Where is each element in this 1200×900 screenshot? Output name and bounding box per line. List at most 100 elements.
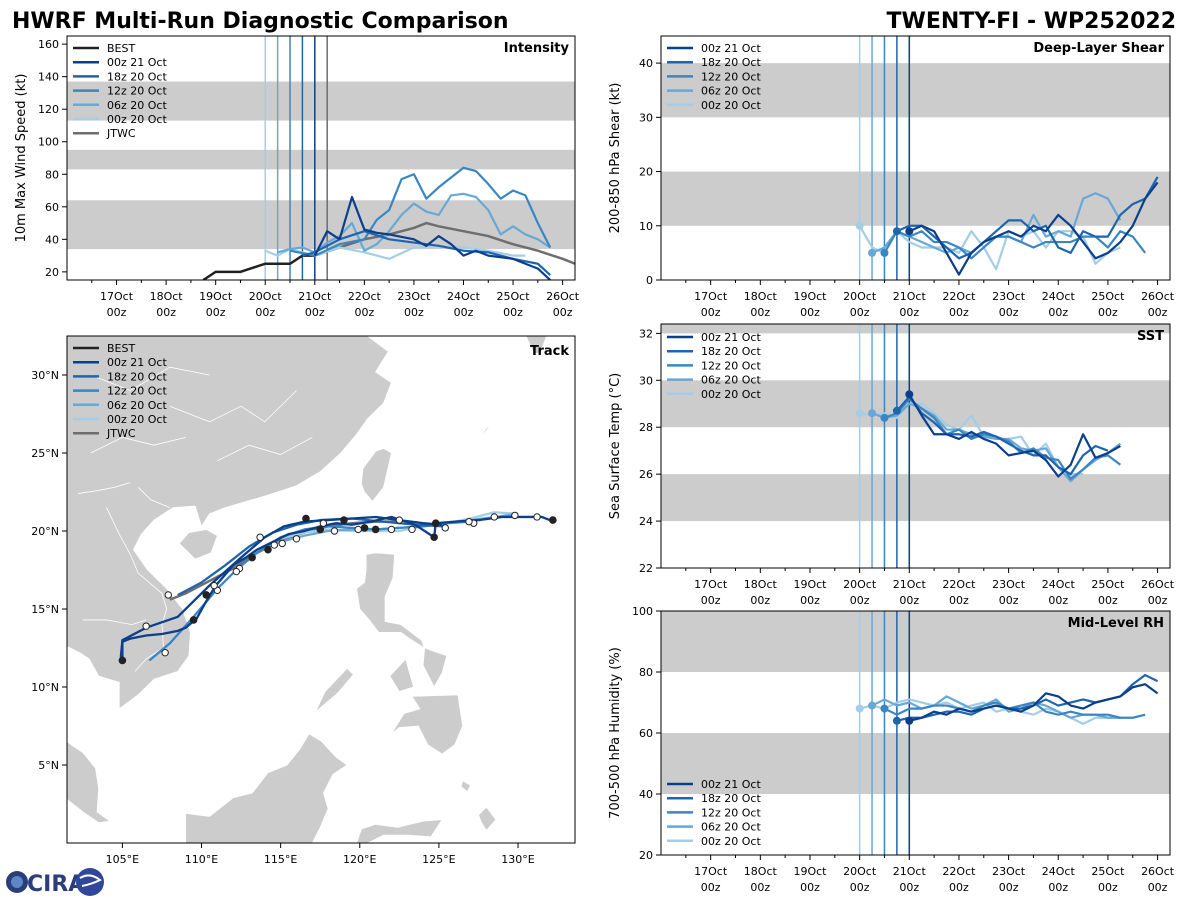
x-tick-label-hour: 00z [305, 306, 325, 319]
best-track-dot [264, 545, 272, 554]
band-2 [67, 81, 575, 121]
x-tick-label-day: 24Oct [447, 290, 481, 303]
cira-logo-globe-right [76, 868, 104, 896]
storm-id: TWENTY-FI - WP252022 [887, 9, 1176, 34]
x-tick-label-day: 20Oct [843, 865, 877, 878]
series-start-00z-21-oct [905, 716, 914, 725]
best-track-dot [430, 533, 438, 542]
x-tick-label-day: 18Oct [744, 865, 778, 878]
legend-label: 06z 20 Oct [701, 374, 761, 387]
y-tick-label: 20 [45, 266, 59, 279]
border-2 [106, 507, 168, 672]
series-start-06z-20-oct [868, 248, 877, 257]
legend-label: 00z 20 Oct [107, 413, 167, 426]
series-line-00z-21-oct [909, 683, 1159, 722]
cira-logo-globe-inner [11, 876, 23, 888]
y-tick-label: 30 [639, 111, 653, 124]
x-tick-label-hour: 00z [850, 306, 870, 319]
x-tick-label-hour: 00z [1098, 594, 1118, 607]
lat-tick-label: 10°N [31, 681, 59, 694]
x-tick-label-day: 17Oct [694, 578, 728, 591]
y-tick-label: 32 [639, 327, 653, 340]
panel-title: Mid-Level RH [1068, 616, 1164, 631]
land-5 [356, 552, 426, 649]
best-track-dot [189, 616, 198, 624]
x-tick-label-day: 20Oct [249, 290, 283, 303]
x-tick-label-day: 19Oct [199, 290, 233, 303]
best-track-dot [549, 516, 557, 524]
forecast-point [533, 513, 541, 521]
panel-title: Deep-Layer Shear [1033, 41, 1164, 56]
legend-label: 12z 20 Oct [701, 70, 761, 83]
track-18z-20-oct [177, 517, 444, 596]
x-tick-label-day: 23Oct [397, 290, 431, 303]
track-panel: 105°E 110°E 115°E 120°E 125°E 130°E 5°N 10°N 15°… [31, 335, 576, 866]
lon-tick-label: 125°E [422, 853, 455, 866]
rh-panel: 20 40 60 80 100 17Oct 00z 18Oct 00z 19Oct 00z 20Oct… [608, 605, 1175, 894]
series-start-00z-20-oct [855, 704, 864, 713]
best-line [202, 254, 315, 280]
land-10 [356, 819, 443, 843]
x-tick-label-day: 21Oct [893, 865, 927, 878]
forecast-point [142, 622, 150, 630]
land-0 [67, 336, 392, 710]
x-tick-label-hour: 00z [503, 306, 523, 319]
land-1 [67, 741, 111, 824]
x-tick-label-day: 22Oct [942, 578, 976, 591]
x-tick-label-day: 20Oct [843, 578, 877, 591]
x-tick-label-hour: 00z [949, 881, 969, 894]
y-tick-label: 40 [639, 788, 653, 801]
x-tick-label-day: 24Oct [1042, 290, 1076, 303]
legend-label: 00z 21 Oct [701, 331, 761, 344]
band-0 [661, 474, 1170, 522]
x-tick-label-hour: 00z [899, 306, 919, 319]
series-start-00z-20-oct [855, 409, 864, 418]
x-tick-label-hour: 00z [156, 306, 176, 319]
x-tick-label-day: 18Oct [150, 290, 184, 303]
best-track-dot [202, 591, 211, 599]
x-tick-label-hour: 00z [850, 881, 870, 894]
x-tick-label-day: 21Oct [298, 290, 332, 303]
x-tick-label-day: 25Oct [497, 290, 531, 303]
legend-label: 18z 20 Oct [701, 56, 761, 69]
series-line-12z-20-oct [883, 701, 1146, 719]
cira-logo-swirl [79, 874, 102, 887]
forecast-point [387, 525, 396, 534]
cira-logo: CIRA [6, 868, 104, 897]
y-tick-label: 28 [639, 421, 653, 434]
land-12 [477, 806, 497, 832]
legend-label: 12z 20 Oct [107, 85, 167, 98]
y-tick-label: 20 [639, 849, 653, 862]
land-3 [360, 447, 392, 502]
forecast-point [319, 519, 328, 527]
legend-label: JTWC [106, 127, 136, 140]
lat-tick-label: 20°N [31, 525, 59, 538]
y-tick-label: 20 [639, 166, 653, 179]
track-00z-21-oct [119, 515, 443, 658]
x-tick-label-hour: 00z [454, 306, 474, 319]
land-2 [185, 733, 348, 843]
forecast-point [490, 513, 498, 521]
x-tick-label-day: 24Oct [1042, 578, 1076, 591]
x-tick-label-hour: 00z [206, 306, 226, 319]
x-tick-label-hour: 00z [949, 306, 969, 319]
forecast-point [292, 535, 301, 543]
y-tick-label: 0 [646, 274, 653, 287]
y-tick-label: 160 [38, 38, 59, 51]
band-0 [661, 171, 1170, 226]
series-line-00z-20-oct [859, 402, 1084, 476]
land-4 [178, 529, 218, 560]
panel-title: Track [530, 344, 569, 359]
axes-frame [660, 323, 1171, 569]
series-line-18z-20-oct [896, 395, 1109, 476]
x-tick-label-hour: 00z [750, 594, 770, 607]
best-track-dot [371, 525, 380, 534]
land-8 [391, 694, 464, 755]
forecast-point [395, 516, 404, 524]
y-axis-label: 200-850 hPa Shear (kt) [608, 83, 623, 234]
series-line-12z-20-oct [289, 166, 552, 257]
x-tick-label-day: 18Oct [744, 290, 778, 303]
shear-panel: 0 10 20 30 40 17Oct 00z 18Oct 00z 19Oct 00z 20Oct 00… [608, 35, 1175, 319]
x-tick-label-day: 18Oct [744, 578, 778, 591]
